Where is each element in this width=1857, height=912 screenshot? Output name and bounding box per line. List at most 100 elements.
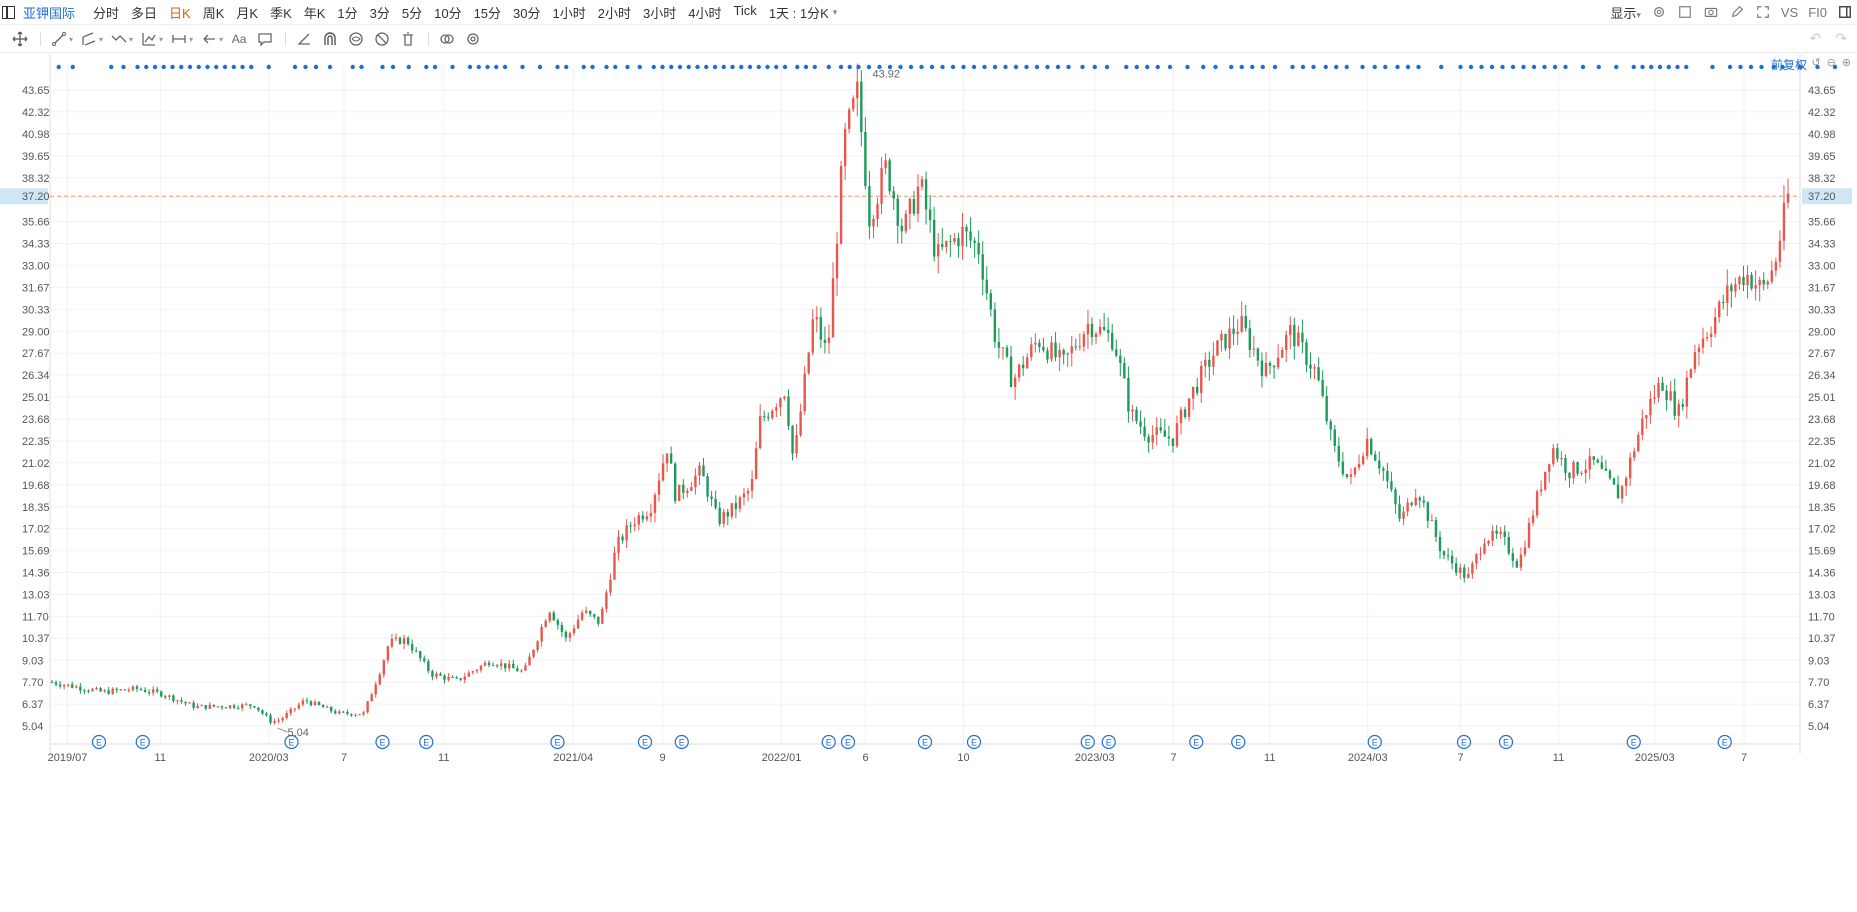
signal-dot[interactable] — [812, 64, 817, 70]
event-marker-icon[interactable] — [375, 734, 390, 750]
signal-dot[interactable] — [908, 64, 914, 70]
signal-dot[interactable] — [1213, 64, 1218, 70]
period-button[interactable]: 多日 — [131, 5, 158, 21]
chevron-down-icon[interactable]: ▾ — [99, 34, 104, 44]
signal-dot[interactable] — [992, 64, 998, 70]
signal-dot[interactable] — [1290, 64, 1295, 70]
signal-dot[interactable] — [704, 64, 709, 70]
signal-dot[interactable] — [940, 64, 945, 70]
event-marker-icon[interactable] — [1189, 734, 1204, 750]
signal-dot[interactable] — [1468, 64, 1474, 70]
chevron-down-icon[interactable]: ▾ — [219, 34, 224, 44]
text-tool-icon[interactable]: Aa — [231, 32, 247, 46]
signal-dot[interactable] — [494, 64, 499, 70]
delete-drawings-icon[interactable] — [396, 27, 420, 51]
signal-dot[interactable] — [898, 64, 903, 70]
hide-drawings-icon[interactable] — [344, 27, 368, 51]
signal-dot[interactable] — [730, 64, 735, 70]
arrow-tool-icon[interactable] — [197, 27, 221, 51]
measure-tool-icon[interactable] — [167, 27, 191, 51]
signal-dot[interactable] — [590, 64, 595, 70]
signal-dot[interactable] — [359, 64, 364, 70]
signal-dot[interactable] — [866, 64, 872, 70]
overlay-icon[interactable] — [435, 27, 459, 51]
signal-dot[interactable] — [950, 64, 956, 70]
signal-dot[interactable] — [1334, 64, 1339, 70]
signal-dot[interactable] — [1201, 64, 1206, 70]
signal-dot[interactable] — [1631, 64, 1636, 70]
signal-dot[interactable] — [266, 64, 271, 70]
signal-dot[interactable] — [1034, 64, 1040, 70]
period-button[interactable]: 1分 — [337, 5, 358, 21]
signal-dot[interactable] — [774, 64, 779, 70]
sidebar-toggle-icon[interactable] — [2, 5, 15, 19]
move-tool-icon[interactable] — [8, 27, 32, 51]
signal-dot[interactable] — [782, 64, 788, 70]
signal-dot[interactable] — [1666, 64, 1671, 70]
event-marker-icon[interactable] — [419, 734, 434, 750]
pattern-tool-icon[interactable] — [137, 27, 161, 51]
signal-dot[interactable] — [1383, 64, 1388, 70]
signal-dot[interactable] — [1542, 64, 1547, 70]
signal-dot[interactable] — [625, 64, 630, 70]
signal-dot[interactable] — [1439, 64, 1444, 70]
signal-dot[interactable] — [1145, 64, 1150, 70]
signal-dot[interactable] — [1155, 64, 1160, 70]
signal-dot[interactable] — [432, 64, 438, 70]
magnet-tool-icon[interactable] — [318, 27, 342, 51]
zoom-in-icon[interactable]: ⊕ — [1841, 57, 1851, 69]
event-marker-icon[interactable] — [1101, 734, 1116, 750]
event-marker-icon[interactable] — [1498, 734, 1514, 750]
signal-dot[interactable] — [1710, 64, 1715, 70]
signal-dot[interactable] — [1024, 64, 1029, 70]
signal-dot[interactable] — [292, 64, 298, 70]
chevron-down-icon[interactable]: ▾ — [832, 6, 838, 17]
event-marker-icon[interactable] — [135, 734, 150, 750]
signal-dot[interactable] — [1521, 64, 1526, 70]
signal-dot[interactable] — [214, 64, 219, 70]
signal-dot[interactable] — [1580, 64, 1586, 70]
signal-dot[interactable] — [795, 64, 800, 70]
signal-dot[interactable] — [929, 64, 935, 70]
event-marker-icon[interactable] — [1626, 734, 1641, 750]
signal-dot[interactable] — [1405, 64, 1411, 70]
period-button[interactable]: 30分 — [513, 5, 541, 21]
signal-dot[interactable] — [1055, 64, 1061, 70]
signal-dot[interactable] — [121, 64, 126, 70]
signal-dot[interactable] — [1104, 64, 1110, 70]
line-tool-icon[interactable] — [47, 27, 71, 51]
signal-dot[interactable] — [1323, 64, 1328, 70]
signal-dot[interactable] — [222, 64, 228, 70]
period-button[interactable]: 分时 — [93, 5, 120, 21]
pencil-icon[interactable] — [1729, 4, 1745, 20]
f10-button[interactable]: FI0 — [1808, 4, 1827, 20]
event-marker-icon[interactable] — [1231, 734, 1246, 750]
camera-icon[interactable] — [1703, 4, 1719, 20]
signal-dot[interactable] — [1250, 64, 1255, 70]
signal-dot[interactable] — [1395, 64, 1400, 70]
signal-dot[interactable] — [240, 64, 245, 70]
signal-dot[interactable] — [1185, 64, 1190, 70]
signal-dot[interactable] — [1003, 64, 1008, 70]
signal-dot[interactable] — [1272, 64, 1278, 70]
signal-dot[interactable] — [196, 64, 201, 70]
event-marker-icon[interactable] — [1080, 734, 1095, 750]
signal-dot[interactable] — [919, 64, 924, 70]
signal-dot[interactable] — [1832, 64, 1838, 70]
period-button[interactable]: 年K — [303, 5, 326, 21]
signal-dot[interactable] — [1531, 64, 1537, 70]
signal-dot[interactable] — [249, 64, 254, 70]
signal-dot[interactable] — [1066, 64, 1071, 70]
signal-dot[interactable] — [765, 64, 770, 70]
chevron-down-icon[interactable]: ▾ — [159, 34, 164, 44]
signal-dot[interactable] — [56, 64, 61, 70]
signal-dot[interactable] — [712, 64, 718, 70]
signal-dot[interactable] — [485, 64, 490, 70]
angle-tool-icon[interactable] — [292, 27, 316, 51]
zoom-out-icon[interactable]: ⊖ — [1826, 57, 1836, 69]
signal-dot[interactable] — [1167, 64, 1173, 70]
signal-dot[interactable] — [450, 64, 455, 70]
symbol-area[interactable]: 亚钾国际 — [0, 3, 87, 22]
signal-dot[interactable] — [1640, 64, 1645, 70]
chevron-down-icon[interactable]: ▾ — [189, 34, 194, 44]
